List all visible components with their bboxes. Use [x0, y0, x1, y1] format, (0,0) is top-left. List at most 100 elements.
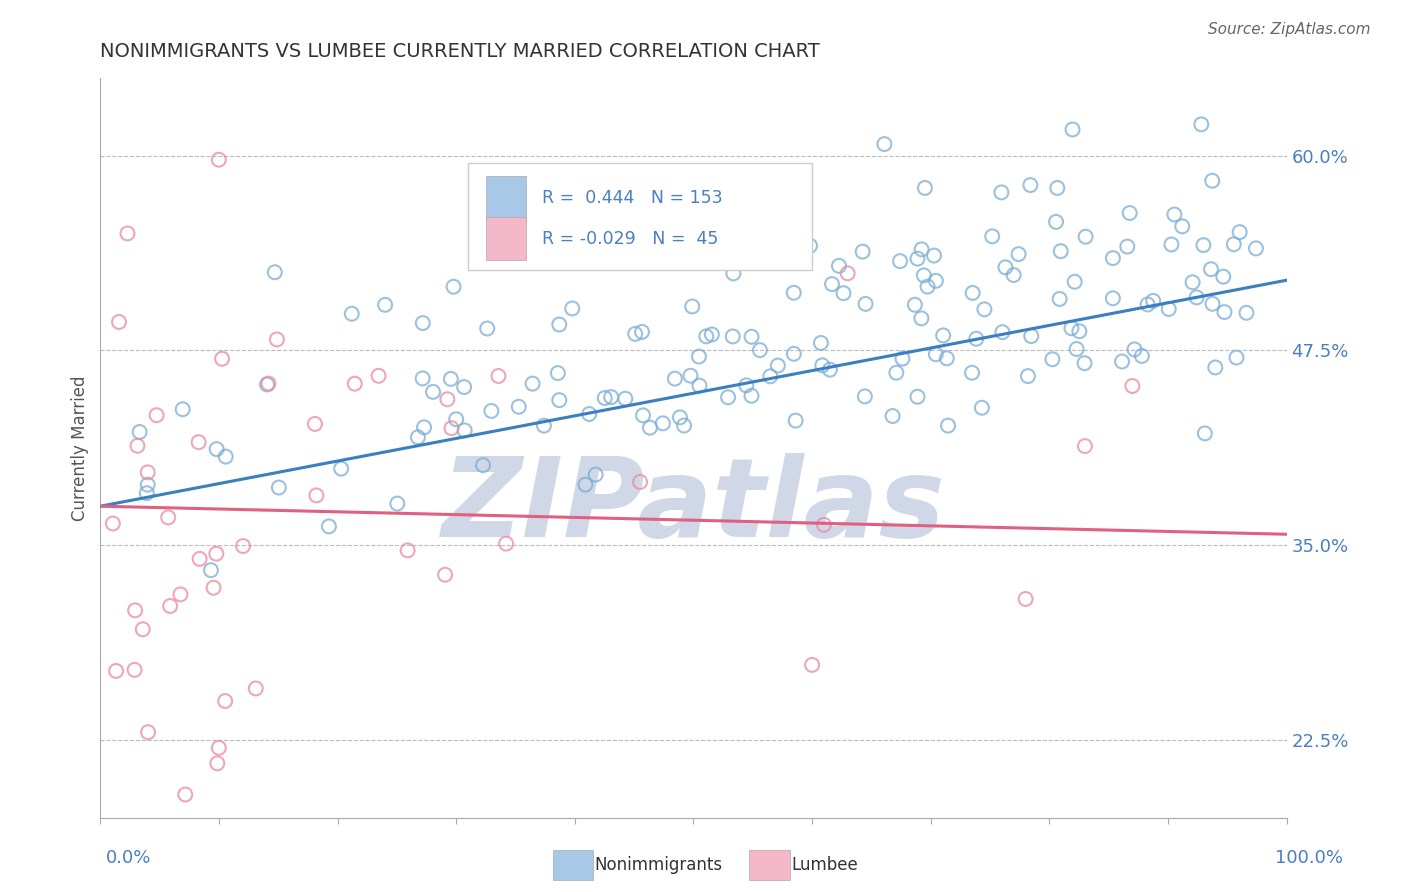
- Point: [785, 413, 807, 427]
- Point: [533, 418, 555, 433]
- Point: [547, 366, 569, 380]
- Point: [136, 725, 159, 739]
- Point: [811, 359, 834, 373]
- Point: [266, 333, 288, 347]
- Point: [330, 461, 353, 475]
- Point: [508, 400, 530, 414]
- Point: [960, 366, 983, 380]
- Point: [745, 250, 768, 264]
- Point: [723, 266, 745, 280]
- Point: [1116, 239, 1139, 253]
- Point: [852, 244, 875, 259]
- Point: [821, 277, 844, 291]
- Point: [574, 477, 596, 491]
- Point: [907, 252, 929, 266]
- Text: 100.0%: 100.0%: [1275, 849, 1343, 867]
- Point: [101, 516, 124, 531]
- Point: [453, 424, 475, 438]
- Point: [1069, 324, 1091, 338]
- Point: [681, 300, 703, 314]
- Point: [965, 332, 987, 346]
- Point: [628, 475, 651, 489]
- Point: [1201, 174, 1223, 188]
- Point: [679, 368, 702, 383]
- Point: [169, 587, 191, 601]
- Point: [873, 137, 896, 152]
- Point: [522, 376, 544, 391]
- Point: [1111, 354, 1133, 368]
- Point: [211, 351, 233, 366]
- Point: [614, 392, 637, 406]
- Point: [962, 285, 984, 300]
- Text: NONIMMIGRANTS VS LUMBEE CURRENTLY MARRIED CORRELATION CHART: NONIMMIGRANTS VS LUMBEE CURRENTLY MARRIE…: [100, 42, 820, 61]
- Point: [748, 343, 770, 358]
- Point: [1163, 207, 1185, 221]
- Point: [1192, 238, 1215, 252]
- Point: [925, 347, 948, 361]
- Point: [1007, 247, 1029, 261]
- Text: Nonimmigrants: Nonimmigrants: [595, 856, 723, 874]
- Point: [638, 420, 661, 434]
- Point: [232, 539, 254, 553]
- Point: [631, 325, 654, 339]
- Point: [1204, 360, 1226, 375]
- FancyBboxPatch shape: [486, 217, 526, 260]
- Point: [1142, 293, 1164, 308]
- Point: [257, 376, 280, 391]
- Point: [695, 329, 717, 343]
- Point: [922, 249, 945, 263]
- Point: [783, 347, 806, 361]
- Point: [1123, 343, 1146, 357]
- Point: [205, 547, 228, 561]
- Point: [991, 325, 1014, 339]
- Point: [472, 458, 495, 472]
- Point: [1201, 297, 1223, 311]
- Point: [453, 380, 475, 394]
- Point: [128, 425, 150, 439]
- Point: [436, 392, 458, 407]
- Text: ZIPatlas: ZIPatlas: [441, 453, 945, 560]
- Text: 0.0%: 0.0%: [105, 849, 150, 867]
- Y-axis label: Currently Married: Currently Married: [72, 375, 89, 521]
- Point: [973, 302, 995, 317]
- Point: [981, 229, 1004, 244]
- Point: [1046, 181, 1069, 195]
- Point: [1213, 305, 1236, 319]
- Point: [600, 390, 623, 404]
- Point: [1063, 275, 1085, 289]
- Point: [1021, 329, 1043, 343]
- Point: [263, 265, 285, 279]
- Point: [215, 450, 238, 464]
- Point: [136, 477, 159, 491]
- Point: [412, 316, 434, 330]
- Point: [1066, 342, 1088, 356]
- Point: [1045, 215, 1067, 229]
- Point: [1073, 356, 1095, 370]
- Point: [1074, 439, 1097, 453]
- Point: [318, 519, 340, 533]
- Point: [717, 390, 740, 404]
- Point: [174, 788, 197, 802]
- Point: [813, 517, 835, 532]
- Point: [904, 298, 927, 312]
- Point: [127, 439, 149, 453]
- Point: [443, 279, 465, 293]
- Point: [925, 274, 948, 288]
- Point: [135, 486, 157, 500]
- Point: [1042, 352, 1064, 367]
- Point: [187, 435, 209, 450]
- Point: [305, 488, 328, 502]
- Point: [886, 366, 908, 380]
- Point: [208, 153, 231, 167]
- Point: [740, 389, 762, 403]
- Point: [406, 430, 429, 444]
- Point: [1102, 251, 1125, 265]
- Point: [1229, 225, 1251, 239]
- Point: [1160, 237, 1182, 252]
- Point: [1244, 241, 1267, 255]
- Point: [891, 351, 914, 366]
- Point: [124, 603, 146, 617]
- Point: [585, 467, 607, 482]
- Point: [1223, 237, 1246, 252]
- Point: [434, 567, 457, 582]
